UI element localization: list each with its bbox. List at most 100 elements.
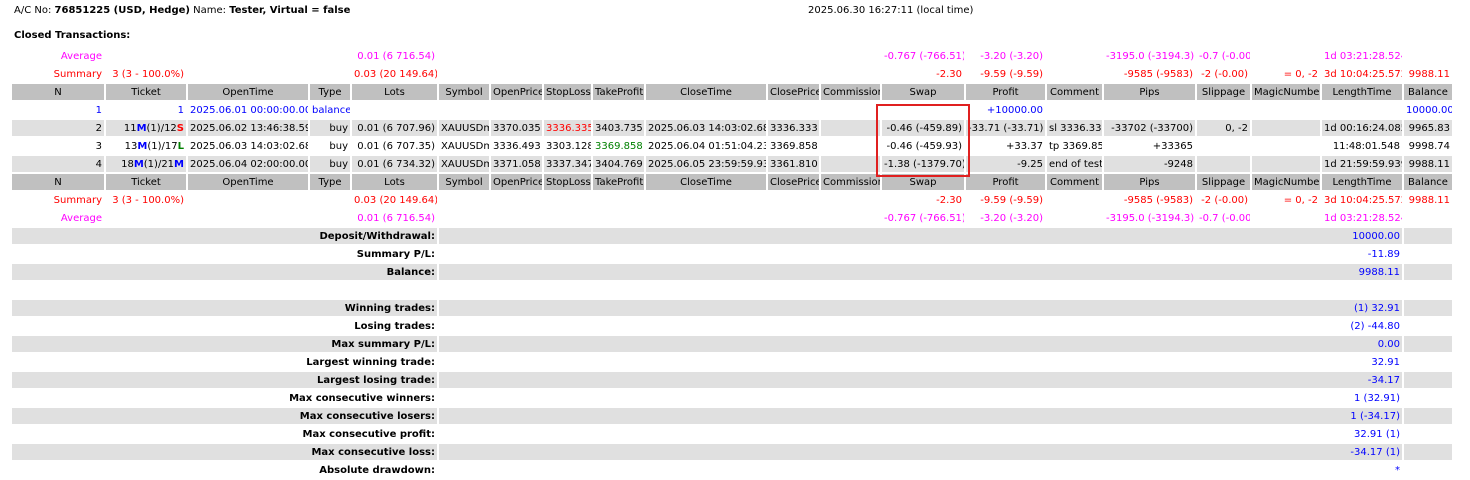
cell-pips: -9248: [1104, 156, 1195, 172]
cell-closeprice: 3336.333: [768, 120, 819, 136]
cell-takeprofit: [593, 102, 644, 118]
stat-label: [12, 282, 437, 298]
summary-row-swap: -2.30: [936, 194, 962, 206]
stat-spacer: [1404, 228, 1452, 244]
average-row: Average 0.01 (6 716.54) -0.767 (-766.51) -3…: [12, 210, 1452, 226]
account-info: A/C No: 76851225 (USD, Hedge) Name: Test…: [14, 5, 350, 16]
transactions-table: Average 0.01 (6 716.54) -0.767 (-766.51) -3…: [10, 46, 1454, 480]
stat-row: Deposit/Withdrawal: 10000.00: [12, 228, 1452, 244]
cell-stoploss: [544, 102, 591, 118]
cell-balance: 9965.83: [1404, 120, 1452, 136]
stat-value: -34.17: [439, 372, 1402, 388]
summary-row-swap: -2.30: [936, 68, 962, 80]
summary-row-opentime: [188, 192, 308, 208]
column-header-openprice: OpenPrice: [491, 84, 542, 100]
summary-row-closetime: [646, 66, 766, 82]
cell-balance: 9998.74: [1408, 140, 1450, 152]
stat-row: Balance: 9988.11: [12, 264, 1452, 280]
summary-row-takeprofit: [593, 192, 644, 208]
column-header-opentime: OpenTime: [188, 174, 308, 190]
cell-magicnumber: [1252, 156, 1320, 172]
average-row-stoploss: [544, 48, 591, 64]
cell-stoploss: 3336.335: [544, 120, 591, 136]
stat-spacer: [1404, 390, 1452, 406]
cell-profit: +10000.00: [986, 104, 1043, 116]
average-row-comment: [1047, 48, 1102, 64]
summary-row-symbol: [439, 192, 489, 208]
ticket-cell: 13M(1)/17L: [106, 138, 186, 154]
column-header-closetime: CloseTime: [646, 174, 766, 190]
cell-comment: end of test: [1047, 156, 1102, 172]
average-row-magicnumber: [1252, 48, 1320, 64]
stat-label: Losing trades:: [354, 320, 435, 332]
summary-row-stoploss: [544, 192, 591, 208]
column-header-comment: Comment: [1047, 84, 1102, 100]
ticket-cell: 18M(1)/21M: [106, 156, 186, 172]
cell-balance: 9988.11: [1404, 156, 1452, 172]
summary-row-ticket: 3 (3 - 100.0%): [112, 194, 184, 206]
summary-row-closeprice: [768, 192, 819, 208]
cell-n: 2: [12, 120, 104, 136]
stat-label: Max consecutive winners:: [289, 392, 435, 404]
stat-value: (2) -44.80: [1350, 320, 1400, 332]
column-header-type: Type: [310, 84, 350, 100]
average-row-slippage: -0.7 (-0.00): [1199, 212, 1250, 224]
summary-row-comment: [1047, 192, 1102, 208]
cell-symbol: [439, 102, 489, 118]
summary-row: Summary 3 (3 - 100.0%) 0.03 (20 149.64) -2.…: [12, 192, 1452, 208]
stat-spacer: [1404, 300, 1452, 316]
stat-spacer: [1404, 462, 1452, 478]
stat-value: -34.17 (1): [439, 444, 1402, 460]
cell-commission: [821, 138, 880, 154]
cell-swap: -0.46 (-459.93): [886, 140, 962, 152]
stat-value: 0.00: [439, 336, 1402, 352]
ticket-tag: L: [177, 140, 184, 152]
stat-value: (1) 32.91: [439, 300, 1402, 316]
average-row-openprice: [491, 210, 542, 226]
average-row-opentime: [188, 48, 308, 64]
ticket-cell: 1: [106, 102, 186, 118]
average-row-closeprice: [768, 48, 819, 64]
ticket-number: 1: [177, 104, 184, 116]
average-row-takeprofit: [593, 48, 644, 64]
column-header-commission: Commission: [821, 84, 880, 100]
ticket-number: (1)/12: [146, 122, 177, 134]
summary-row-takeprofit: [593, 66, 644, 82]
summary-row-lots: 0.03 (20 149.64): [354, 68, 437, 80]
stat-value: 1 (-34.17): [439, 408, 1402, 424]
ticket-number: 13: [124, 140, 138, 152]
column-header-balance: Balance: [1404, 174, 1452, 190]
cell-openprice: [491, 102, 542, 118]
column-header-profit: Profit: [966, 174, 1045, 190]
cell-takeprofit: 3369.858: [595, 140, 643, 152]
average-row-closeprice: [768, 210, 819, 226]
stat-row: Winning trades: (1) 32.91: [12, 300, 1452, 316]
summary-row: Summary 3 (3 - 100.0%) 0.03 (20 149.64) -2.…: [12, 66, 1452, 82]
average-row-ticket: [106, 48, 186, 64]
cell-swap: -0.46 (-459.89): [882, 120, 964, 136]
average-row-ticket: [106, 210, 186, 226]
summary-row-pips: -9585 (-9583): [1123, 194, 1193, 206]
stat-label: Max consecutive loss:: [12, 444, 437, 460]
stat-value: [439, 282, 1402, 298]
column-header-openprice: OpenPrice: [491, 174, 542, 190]
column-header-n: N: [12, 84, 104, 100]
stat-row: [12, 282, 1452, 298]
stat-spacer: [1404, 408, 1452, 424]
cell-n: 4: [12, 156, 104, 172]
summary-row-magicnumber: = 0, -2: [1283, 68, 1318, 80]
average-row-profit: -3.20 (-3.20): [980, 212, 1043, 224]
column-header-pips: Pips: [1104, 174, 1195, 190]
cell-magicnumber: [1252, 102, 1320, 118]
stat-value: 10000.00: [439, 228, 1402, 244]
column-header-lengthtime: LengthTime: [1322, 174, 1402, 190]
report-time: 2025.06.30 16:27:11 (local time): [808, 5, 974, 16]
average-row-openprice: [491, 48, 542, 64]
cell-openprice: 3370.035: [491, 120, 542, 136]
cell-lots: 0.01 (6 707.96): [352, 120, 437, 136]
cell-commission: [821, 120, 880, 136]
summary-row-openprice: [491, 66, 542, 82]
average-row-balance: [1404, 48, 1452, 64]
cell-swap: [882, 102, 964, 118]
cell-opentime: 2025.06.04 02:00:00.000: [188, 156, 308, 172]
